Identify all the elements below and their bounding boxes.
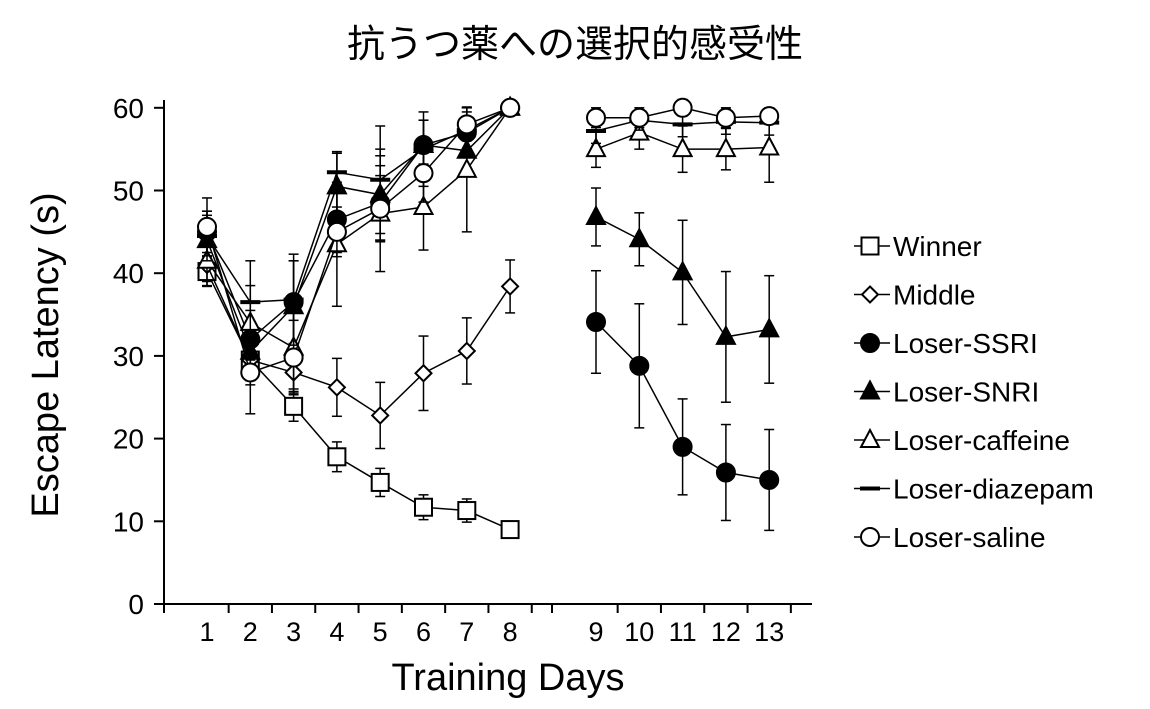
data-point — [672, 436, 693, 457]
data-point — [671, 260, 694, 281]
y-tick-label: 20 — [113, 424, 144, 455]
data-point — [715, 107, 736, 128]
data-point — [759, 469, 780, 490]
x-tick-label: 2 — [243, 617, 258, 647]
y-tick-label: 0 — [128, 589, 144, 620]
series-winner — [197, 255, 520, 540]
y-tick-label: 40 — [113, 258, 144, 289]
data-point — [414, 497, 433, 517]
data-point — [715, 137, 737, 158]
x-tick-label: 9 — [588, 617, 603, 647]
data-point — [500, 97, 521, 118]
legend-marker — [860, 333, 880, 353]
data-point — [715, 462, 736, 483]
x-tick-label: 5 — [373, 617, 388, 647]
series-loser-caffeine — [196, 95, 780, 390]
data-point — [457, 341, 477, 361]
data-point — [370, 472, 390, 492]
data-point — [586, 311, 606, 332]
data-point — [284, 396, 304, 416]
legend-label: Loser-SSRI — [893, 328, 1038, 359]
legend-marker — [860, 285, 880, 304]
legend-item-loser-caffeine: Loser-caffeine — [854, 425, 1070, 456]
data-point — [759, 106, 780, 127]
data-point — [370, 198, 391, 219]
data-point — [629, 355, 650, 376]
series-middle — [197, 243, 520, 450]
series-line — [206, 107, 511, 341]
x-tick-label: 12 — [711, 617, 741, 647]
data-point — [456, 157, 478, 178]
series-loser-saline — [197, 97, 780, 415]
legend-label: Middle — [893, 280, 975, 311]
x-tick-label: 11 — [669, 617, 697, 647]
data-point — [414, 363, 433, 383]
y-tick-label: 50 — [113, 176, 144, 207]
data-point — [370, 406, 390, 425]
legend: Winner Middle Loser-SSRI Loser-SNRI Loser-ca… — [854, 231, 1094, 553]
data-point — [327, 377, 347, 397]
y-tick-label: 10 — [113, 506, 144, 537]
legend-item-loser-snri: Loser-SNRI — [854, 377, 1039, 408]
data-point — [457, 501, 477, 521]
data-point — [197, 216, 217, 237]
legend-item-loser-diazepam: Loser-diazepam — [854, 474, 1094, 505]
data-point — [283, 347, 304, 368]
data-point — [500, 277, 520, 296]
x-tick-label: 10 — [624, 617, 654, 647]
chart-title: 抗うつ薬への選択的感受性 — [347, 22, 803, 66]
data-point — [586, 107, 606, 128]
x-tick-label: 3 — [286, 617, 301, 647]
legend-item-winner: Winner — [854, 231, 982, 262]
data-point — [413, 163, 434, 184]
y-tick-label: 60 — [113, 93, 144, 124]
data-point — [671, 137, 694, 158]
legend-marker — [859, 379, 881, 400]
data-point — [628, 227, 650, 248]
data-point — [326, 221, 347, 242]
x-tick-label: 8 — [503, 617, 518, 647]
data-point — [672, 97, 693, 118]
data-point — [585, 137, 607, 158]
x-tick-label: 1 — [199, 617, 214, 647]
data-point — [758, 317, 780, 338]
x-axis-label: Training Days — [391, 657, 624, 699]
legend-label: Loser-diazepam — [893, 474, 1094, 505]
series-line — [206, 107, 511, 354]
x-tick-label: 7 — [459, 617, 474, 647]
y-axis-label: Escape Latency (s) — [25, 192, 67, 517]
data-point — [240, 362, 261, 383]
legend-marker — [860, 236, 880, 256]
legend-label: Loser-SNRI — [893, 377, 1039, 408]
legend-item-middle: Middle — [854, 280, 975, 311]
data-point — [500, 520, 520, 540]
data-point — [758, 135, 780, 156]
legend-marker — [859, 427, 881, 448]
y-tick-label: 30 — [113, 341, 144, 372]
legend-label: Loser-saline — [893, 522, 1046, 553]
x-tick-label: 13 — [754, 617, 784, 647]
legend-marker — [860, 527, 880, 547]
data-point — [628, 120, 650, 141]
data-point — [715, 324, 737, 345]
data-point — [629, 107, 650, 128]
data-point — [412, 194, 435, 216]
plot-area — [196, 95, 780, 540]
legend-label: Winner — [893, 231, 982, 262]
legend-item-loser-saline: Loser-saline — [854, 522, 1046, 553]
legend-label: Loser-caffeine — [893, 425, 1070, 456]
data-point — [585, 204, 607, 225]
x-tick-label: 6 — [416, 617, 431, 647]
data-point — [456, 114, 477, 135]
legend-item-loser-ssri: Loser-SSRI — [854, 328, 1038, 359]
data-point — [327, 447, 347, 467]
x-tick-label: 4 — [329, 617, 344, 647]
